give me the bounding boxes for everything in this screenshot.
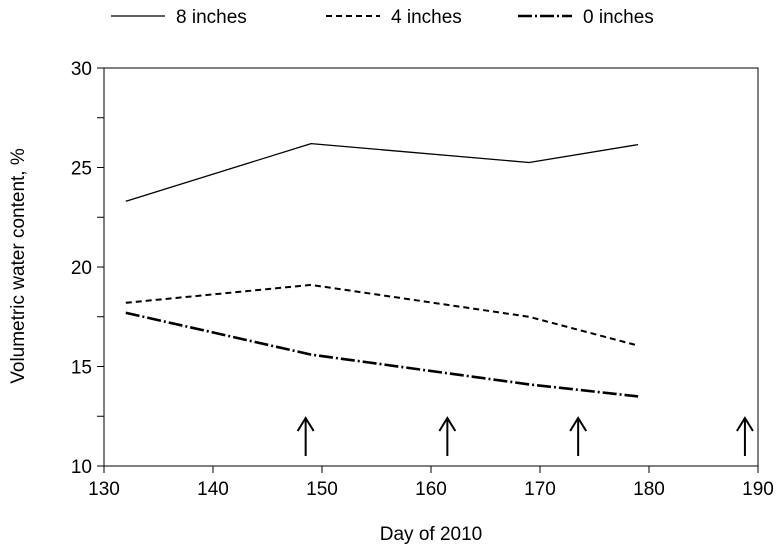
x-tick-label: 130 [88,479,120,500]
x-tick-label: 190 [742,479,774,500]
y-axis-title: Volumetric water content, % [8,148,29,384]
series-line-0-inches [125,311,639,398]
x-axis-title: Day of 2010 [380,524,482,545]
y-tick-label: 30 [71,59,92,80]
x-tick-label: 150 [306,479,338,500]
legend-label: 8 inches [176,7,247,28]
legend-label: 0 inches [583,7,654,28]
x-tick-label: 140 [197,479,229,500]
up-arrow-icon [569,416,588,456]
series-lines [125,142,639,398]
up-arrow-icon [736,416,754,456]
x-tick-label: 180 [633,479,665,500]
series-line-8-inches [125,142,639,202]
event-arrows [296,416,754,456]
x-tick-label: 160 [415,479,447,500]
x-axis: 130 140 150 160 170 180 190 [88,466,774,500]
legend-label: 4 inches [391,7,462,28]
y-axis: 10 15 20 25 30 [71,59,104,478]
plot-frame [103,67,759,467]
x-tick-label: 170 [524,479,556,500]
y-tick-label: 10 [71,457,92,478]
up-arrow-icon [296,416,315,456]
up-arrow-icon [438,416,457,456]
series-line-4-inches [125,283,639,347]
y-tick-label: 15 [71,358,92,379]
y-tick-label: 25 [71,159,92,180]
legend: 8 inches 4 inches 0 inches [111,7,654,28]
y-tick-label: 20 [71,258,92,279]
